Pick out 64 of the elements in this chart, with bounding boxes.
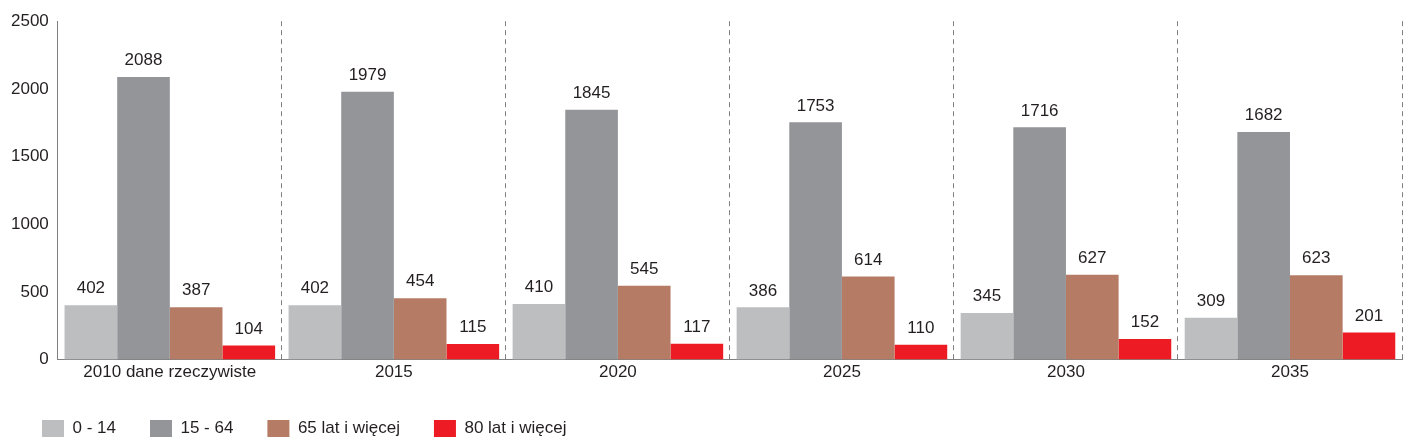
data-label: 1716: [1020, 100, 1059, 120]
data-label: 152: [1130, 312, 1160, 332]
y-tick-label: 2000: [10, 78, 49, 98]
x-tick-label: 2030: [1047, 362, 1085, 382]
data-label: 623: [1302, 248, 1331, 268]
bar: [1184, 317, 1238, 360]
legend-label: 80 lat i więcej: [464, 418, 567, 438]
data-label: 627: [1078, 247, 1107, 267]
bar: [1013, 127, 1066, 360]
bar: [789, 122, 842, 360]
y-tick-label: 1500: [10, 146, 49, 166]
bar: [393, 298, 447, 360]
bar: [736, 307, 790, 360]
bar: [565, 109, 618, 360]
bar: [512, 304, 566, 360]
bar: [117, 76, 170, 360]
legend-label: 0 - 14: [72, 418, 116, 438]
x-tick-label: 2010 dane rzeczywiste: [83, 362, 257, 382]
data-label: 2088: [124, 50, 163, 70]
bar: [894, 344, 948, 360]
data-label: 454: [406, 271, 435, 291]
x-tick-label: 2025: [823, 362, 861, 382]
bar: [446, 344, 500, 360]
data-label: 1682: [1244, 105, 1283, 125]
y-tick-label: 1000: [10, 213, 49, 233]
bar: [341, 91, 394, 360]
bar: [169, 307, 223, 360]
bar: [288, 305, 342, 360]
data-label: 386: [748, 280, 778, 300]
data-label: 117: [683, 316, 711, 336]
data-label: 402: [76, 278, 106, 298]
legend-label: 15 - 64: [180, 418, 234, 438]
data-label: 104: [234, 318, 263, 338]
data-label: 115: [459, 317, 487, 337]
legend-label: 65 lat i więcej: [297, 418, 400, 438]
bar: [222, 345, 276, 360]
bar: [1118, 339, 1172, 360]
y-tick-label: 500: [20, 281, 49, 301]
bar: [841, 276, 895, 360]
data-label: 387: [181, 280, 211, 300]
bar: [1342, 332, 1396, 360]
data-label: 110: [907, 317, 935, 337]
y-tick-label: 2500: [10, 10, 49, 30]
x-tick-label: 2020: [598, 362, 637, 382]
data-label: 614: [854, 249, 883, 269]
y-tick-label: 0: [39, 349, 49, 369]
data-label: 309: [1196, 290, 1226, 310]
bar: [1065, 274, 1119, 360]
x-tick-label: 2035: [1271, 362, 1309, 382]
bar: [64, 305, 118, 360]
x-tick-label: 2015: [374, 362, 413, 382]
data-label: 1753: [796, 95, 835, 115]
data-label: 345: [972, 286, 1002, 306]
bar: [670, 343, 724, 360]
data-label: 410: [524, 277, 554, 297]
data-label: 1845: [572, 83, 611, 103]
data-label: 201: [1354, 305, 1384, 325]
bar: [960, 312, 1014, 360]
bar: [617, 285, 671, 360]
data-label: 545: [630, 259, 659, 279]
data-label: 402: [300, 278, 330, 298]
data-label: 1979: [348, 64, 387, 84]
bar: [1289, 275, 1343, 360]
bar: [1237, 131, 1290, 360]
